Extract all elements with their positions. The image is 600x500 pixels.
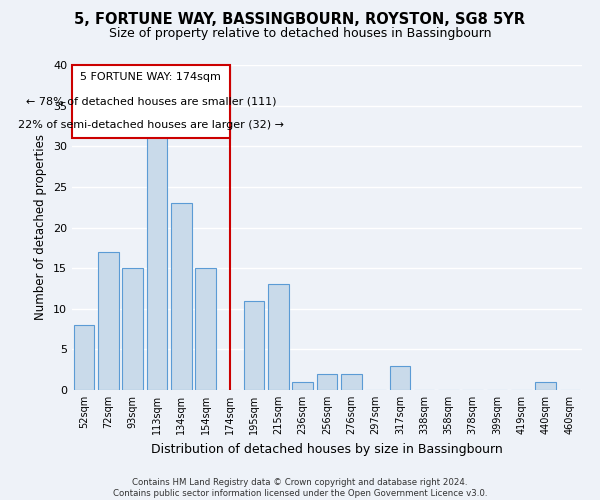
Text: 5, FORTUNE WAY, BASSINGBOURN, ROYSTON, SG8 5YR: 5, FORTUNE WAY, BASSINGBOURN, ROYSTON, S… xyxy=(74,12,526,28)
Bar xyxy=(98,252,119,390)
Bar xyxy=(171,203,191,390)
Text: 5 FORTUNE WAY: 174sqm: 5 FORTUNE WAY: 174sqm xyxy=(80,72,221,82)
Text: 22% of semi-detached houses are larger (32) →: 22% of semi-detached houses are larger (… xyxy=(18,120,284,130)
Bar xyxy=(292,382,313,390)
Y-axis label: Number of detached properties: Number of detached properties xyxy=(34,134,47,320)
Bar xyxy=(317,374,337,390)
Bar xyxy=(535,382,556,390)
Bar xyxy=(389,366,410,390)
Bar xyxy=(74,325,94,390)
Bar xyxy=(341,374,362,390)
X-axis label: Distribution of detached houses by size in Bassingbourn: Distribution of detached houses by size … xyxy=(151,442,503,456)
Bar xyxy=(244,300,265,390)
Bar xyxy=(268,284,289,390)
Text: Size of property relative to detached houses in Bassingbourn: Size of property relative to detached ho… xyxy=(109,28,491,40)
Text: Contains HM Land Registry data © Crown copyright and database right 2024.
Contai: Contains HM Land Registry data © Crown c… xyxy=(113,478,487,498)
Bar xyxy=(122,268,143,390)
Bar xyxy=(146,122,167,390)
Text: ← 78% of detached houses are smaller (111): ← 78% of detached houses are smaller (11… xyxy=(26,96,276,106)
Bar xyxy=(195,268,216,390)
